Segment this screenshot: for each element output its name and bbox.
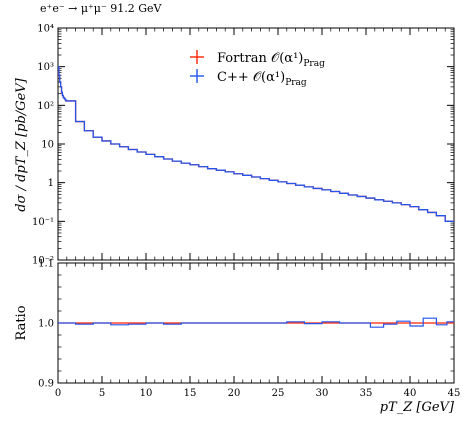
y-tick-label-main: 1 [48, 178, 54, 189]
x-tick-label: 30 [316, 388, 329, 399]
y-axis-label-ratio: Ratio [14, 305, 29, 340]
main-series-line-1 [58, 66, 454, 222]
x-tick-label: 45 [448, 388, 461, 399]
legend: Fortran 𝒪(α¹)Prag C++ 𝒪(α¹)Prag [190, 50, 325, 88]
x-tick-label: 40 [404, 388, 417, 399]
process-label: e⁺e⁻ → μ⁺μ⁻ 91.2 GeV [40, 2, 162, 15]
x-tick-label: 20 [228, 388, 241, 399]
x-tick-label: 15 [184, 388, 197, 399]
legend-label-cpp: C++ 𝒪(α¹)Prag [217, 70, 307, 88]
y-axis-label-main: dσ / dpT_Z [pb/GeV] [14, 77, 29, 211]
x-tick-label: 0 [55, 388, 61, 399]
x-tick-label: 25 [272, 388, 285, 399]
y-tick-label-main: 10⁴ [37, 24, 54, 35]
y-tick-label-ratio: 0.9 [38, 379, 54, 390]
y-tick-label-ratio: 1.1 [38, 259, 54, 270]
y-tick-label-main: 10² [37, 101, 54, 112]
y-tick-label-main: 10⁻² [32, 256, 54, 267]
ratio-series-line-1 [58, 317, 454, 328]
main-ticks: 10⁴ 10³ 10² 10 1 10⁻¹ 10⁻² [32, 24, 455, 267]
x-tick-label: 5 [99, 388, 105, 399]
legend-marker-fortran [190, 50, 204, 64]
ratio-ticks: 1.1 1.0 0.90 5 10 15 20 25 30 35 40 45 [38, 259, 460, 400]
x-tick-label: 35 [360, 388, 373, 399]
y-tick-label-main: 10 [41, 140, 54, 151]
y-tick-label-main: 10⁻¹ [32, 217, 54, 228]
y-tick-label-ratio: 1.0 [38, 319, 54, 330]
x-axis-label: pT_Z [GeV] [380, 400, 455, 415]
legend-marker-cpp [190, 69, 204, 83]
main-series-group [58, 66, 454, 222]
y-tick-label-main: 10³ [37, 62, 54, 73]
ratio-series-group [58, 317, 454, 328]
legend-label-fortran: Fortran 𝒪(α¹)Prag [217, 51, 325, 69]
x-tick-label: 10 [140, 388, 153, 399]
